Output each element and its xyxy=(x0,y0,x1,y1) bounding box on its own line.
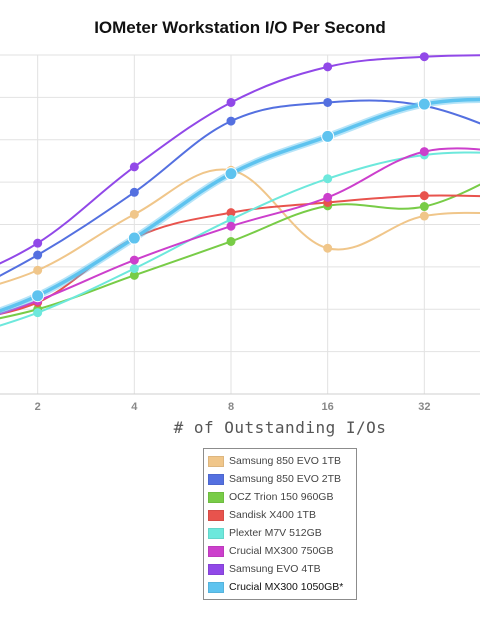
data-point-crucial-mx300-750gb xyxy=(129,255,139,265)
data-point-samsung-850-evo-1tb xyxy=(323,243,333,253)
data-point-sandisk-x400-1tb xyxy=(419,191,429,201)
legend-item: Plexter M7V 512GB xyxy=(208,524,352,542)
data-point-sandisk-x400-1tb xyxy=(226,208,236,218)
data-point-crucial-mx300-1050gb xyxy=(417,97,431,111)
data-point-samsung-850-evo-2tb xyxy=(33,250,43,260)
series-line-ocz-trion-150-960gb xyxy=(0,183,480,320)
legend-label: Samsung EVO 4TB xyxy=(229,563,321,575)
data-point-samsung-evo-4tb xyxy=(419,52,429,62)
legend-item: Samsung 850 EVO 2TB xyxy=(208,470,352,488)
legend-label: Crucial MX300 750GB xyxy=(229,545,334,557)
legend-label: Samsung 850 EVO 2TB xyxy=(229,473,342,485)
data-point-samsung-evo-4tb xyxy=(33,238,43,248)
data-point-crucial-mx300-1050gb xyxy=(321,129,335,143)
data-point-samsung-850-evo-2tb xyxy=(323,97,333,107)
legend-label: Plexter M7V 512GB xyxy=(229,527,322,539)
data-point-plexter-m7v-512gb xyxy=(33,308,43,318)
data-point-samsung-evo-4tb xyxy=(226,97,236,107)
legend-swatch xyxy=(208,509,224,521)
data-point-samsung-evo-4tb xyxy=(129,162,139,172)
legend-item: Crucial MX300 1050GB* xyxy=(208,578,352,596)
data-point-crucial-mx300-750gb xyxy=(323,192,333,202)
data-point-ocz-trion-150-960gb xyxy=(419,202,429,212)
legend-label: Crucial MX300 1050GB* xyxy=(229,581,344,593)
x-tick-label: 16 xyxy=(322,401,334,413)
legend-swatch xyxy=(208,491,224,503)
legend-swatch xyxy=(208,563,224,575)
data-point-plexter-m7v-512gb xyxy=(226,214,236,224)
data-point-crucial-mx300-1050gb xyxy=(31,289,45,303)
data-point-crucial-mx300-750gb xyxy=(419,147,429,157)
legend-label: Samsung 850 EVO 1TB xyxy=(229,455,342,467)
legend-label: Sandisk X400 1TB xyxy=(229,509,316,521)
legend-swatch xyxy=(208,545,224,557)
x-tick-label: 8 xyxy=(228,401,234,413)
data-point-plexter-m7v-512gb xyxy=(129,264,139,274)
x-tick-label: 2 xyxy=(35,401,41,413)
data-point-samsung-evo-4tb xyxy=(323,62,333,72)
series-line-plexter-m7v-512gb xyxy=(0,151,480,327)
legend-item: Samsung 850 EVO 1TB xyxy=(208,452,352,470)
data-point-crucial-mx300-1050gb xyxy=(224,167,238,181)
data-point-samsung-850-evo-1tb xyxy=(419,211,429,221)
x-tick-label: 4 xyxy=(131,401,138,413)
legend-item: Sandisk X400 1TB xyxy=(208,506,352,524)
legend-swatch xyxy=(208,455,224,467)
data-point-samsung-850-evo-2tb xyxy=(129,187,139,197)
chart-title: IOMeter Workstation I/O Per Second xyxy=(94,18,386,37)
legend-item: Crucial MX300 750GB xyxy=(208,542,352,560)
legend-swatch xyxy=(208,527,224,539)
legend-swatch xyxy=(208,581,224,593)
data-point-ocz-trion-150-960gb xyxy=(129,270,139,280)
data-point-plexter-m7v-512gb xyxy=(323,174,333,184)
x-axis-title: # of Outstanding I/Os xyxy=(173,418,387,437)
plot-series-group xyxy=(0,52,480,327)
chart-legend: Samsung 850 EVO 1TB Samsung 850 EVO 2TB OC… xyxy=(203,448,357,600)
data-point-ocz-trion-150-960gb xyxy=(226,236,236,246)
series-line-crucial-mx300-750gb xyxy=(0,147,480,316)
data-point-crucial-mx300-1050gb xyxy=(127,231,141,245)
legend-item: Samsung EVO 4TB xyxy=(208,560,352,578)
data-point-crucial-mx300-750gb xyxy=(226,221,236,231)
data-point-samsung-850-evo-1tb xyxy=(129,209,139,219)
x-tick-label: 32 xyxy=(418,401,430,413)
legend-label: OCZ Trion 150 960GB xyxy=(229,491,334,503)
data-point-samsung-850-evo-1tb xyxy=(33,265,43,275)
legend-item: OCZ Trion 150 960GB xyxy=(208,488,352,506)
data-point-samsung-850-evo-2tb xyxy=(226,116,236,126)
legend-swatch xyxy=(208,473,224,485)
